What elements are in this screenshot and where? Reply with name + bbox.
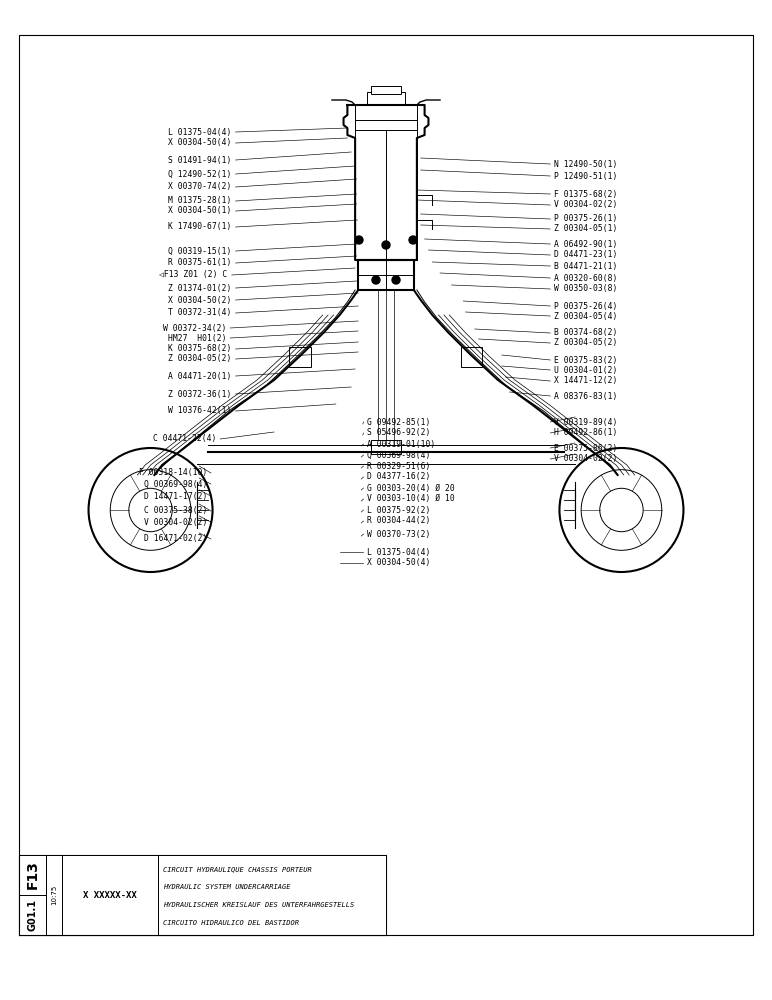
- Text: D 04471-23(1): D 04471-23(1): [554, 250, 618, 259]
- Text: HM27  H01(2): HM27 H01(2): [168, 334, 226, 342]
- Bar: [371, 86, 401, 94]
- Text: K 00375-68(2): K 00375-68(2): [168, 344, 232, 354]
- Text: X 14471-12(2): X 14471-12(2): [554, 376, 618, 385]
- Text: E 00375-86(2): E 00375-86(2): [554, 444, 618, 452]
- Text: A 08376-83(1): A 08376-83(1): [554, 391, 618, 400]
- Text: Z 00372-36(1): Z 00372-36(1): [168, 389, 232, 398]
- Text: Z 01374-01(2): Z 01374-01(2): [168, 284, 232, 292]
- Text: Z 00304-05(2): Z 00304-05(2): [168, 355, 232, 363]
- Bar: [19, 855, 386, 935]
- Text: D 14471-17(2): D 14471-17(2): [144, 491, 207, 500]
- Text: C 00375-38(2): C 00375-38(2): [144, 506, 207, 516]
- Text: L 00375-92(2): L 00375-92(2): [367, 506, 431, 514]
- Text: V 00319-89(4): V 00319-89(4): [554, 418, 618, 426]
- Circle shape: [382, 241, 390, 249]
- Text: B 04471-21(1): B 04471-21(1): [554, 261, 618, 270]
- Text: Q 12490-52(1): Q 12490-52(1): [168, 169, 232, 178]
- Bar: [290, 347, 311, 367]
- Text: X 00304-50(1): X 00304-50(1): [168, 207, 232, 216]
- Text: Q 00319-15(1): Q 00319-15(1): [168, 246, 232, 255]
- Bar: [19, 855, 46, 895]
- Text: Z 00304-05(4): Z 00304-05(4): [554, 312, 618, 320]
- Text: P 00375-26(1): P 00375-26(1): [554, 215, 618, 224]
- Text: G 09492-85(1): G 09492-85(1): [367, 418, 431, 426]
- Circle shape: [409, 236, 417, 244]
- Bar: [367, 92, 405, 104]
- Text: X 00304-50(4): X 00304-50(4): [168, 138, 232, 147]
- Text: G01.1: G01.1: [28, 899, 38, 931]
- Bar: [461, 347, 482, 367]
- Circle shape: [392, 276, 400, 284]
- Text: R 00304-44(2): R 00304-44(2): [367, 516, 431, 526]
- Text: X 00304-50(4): X 00304-50(4): [367, 558, 431, 568]
- Text: F 00318-14(10): F 00318-14(10): [139, 468, 207, 478]
- Text: K 17490-67(1): K 17490-67(1): [168, 223, 232, 232]
- Bar: [158, 855, 386, 935]
- Text: D 16471-02(2): D 16471-02(2): [144, 534, 207, 544]
- Text: W 10376-42(1): W 10376-42(1): [168, 406, 232, 416]
- Text: S 05496-92(2): S 05496-92(2): [367, 428, 431, 438]
- Text: ◁F13 Z01 (2) C: ◁F13 Z01 (2) C: [160, 270, 228, 279]
- Text: F 01375-68(2): F 01375-68(2): [554, 190, 618, 198]
- Text: B 00374-68(2): B 00374-68(2): [554, 328, 618, 338]
- Bar: [62, 855, 158, 935]
- Text: U 00304-01(2): U 00304-01(2): [554, 365, 618, 374]
- Text: 10:75: 10:75: [51, 885, 57, 905]
- Text: Q 00369-98(4): Q 00369-98(4): [144, 480, 207, 488]
- Text: P 00375-26(4): P 00375-26(4): [554, 302, 618, 310]
- Text: F13: F13: [25, 861, 40, 889]
- Text: W 00350-03(8): W 00350-03(8): [554, 284, 618, 294]
- Text: X 00370-74(2): X 00370-74(2): [168, 182, 232, 192]
- Text: A 04471-20(1): A 04471-20(1): [168, 371, 232, 380]
- Text: N 12490-50(1): N 12490-50(1): [554, 159, 618, 168]
- Text: CIRCUITO HIDRAULICO DEL BASTIDOR: CIRCUITO HIDRAULICO DEL BASTIDOR: [163, 920, 300, 926]
- Text: R 00375-61(1): R 00375-61(1): [168, 258, 232, 267]
- Text: V 00304-02(2): V 00304-02(2): [554, 454, 618, 464]
- Text: HYDRAULISCHER KREISLAUF DES UNTERFAHRGESTELLS: HYDRAULISCHER KREISLAUF DES UNTERFAHRGES…: [163, 902, 354, 908]
- Text: D 04377-16(2): D 04377-16(2): [367, 473, 431, 482]
- Text: X XXXXX-XX: X XXXXX-XX: [83, 890, 137, 900]
- Bar: [19, 895, 46, 935]
- Text: G 00303-20(4) Ø 20: G 00303-20(4) Ø 20: [367, 484, 455, 492]
- Text: X 00304-50(2): X 00304-50(2): [168, 296, 232, 304]
- Text: A 00320-60(8): A 00320-60(8): [554, 273, 618, 282]
- Text: A 06492-90(1): A 06492-90(1): [554, 239, 618, 248]
- Text: T 00372-31(4): T 00372-31(4): [168, 308, 232, 318]
- Text: R 00329-51(6): R 00329-51(6): [367, 462, 431, 471]
- Circle shape: [355, 236, 363, 244]
- Text: S 01491-94(1): S 01491-94(1): [168, 155, 232, 164]
- Text: Z 00304-05(2): Z 00304-05(2): [554, 338, 618, 348]
- Bar: [371, 440, 401, 454]
- Text: H 09492-86(1): H 09492-86(1): [554, 428, 618, 438]
- Text: L 01375-04(4): L 01375-04(4): [367, 548, 431, 556]
- Text: A 00319-01(10): A 00319-01(10): [367, 440, 435, 448]
- Text: C 04471-22(4): C 04471-22(4): [153, 434, 216, 444]
- Text: L 01375-04(4): L 01375-04(4): [168, 127, 232, 136]
- Text: W 00370-73(2): W 00370-73(2): [367, 530, 431, 538]
- Bar: [358, 260, 414, 290]
- Text: CIRCUIT HYDRAULIQUE CHASSIS PORTEUR: CIRCUIT HYDRAULIQUE CHASSIS PORTEUR: [163, 866, 312, 872]
- Text: HYDRAULIC SYSTEM UNDERCARRIAGE: HYDRAULIC SYSTEM UNDERCARRIAGE: [163, 884, 291, 890]
- Text: Z 00304-05(1): Z 00304-05(1): [554, 225, 618, 233]
- Bar: [46, 855, 62, 935]
- Circle shape: [372, 276, 380, 284]
- Text: W 00372-34(2): W 00372-34(2): [163, 324, 226, 332]
- Text: V 00303-10(4) Ø 10: V 00303-10(4) Ø 10: [367, 494, 455, 504]
- Text: V 00304-02(2): V 00304-02(2): [144, 518, 207, 526]
- Text: P 12490-51(1): P 12490-51(1): [554, 172, 618, 180]
- Text: Q 00369-98(4): Q 00369-98(4): [367, 450, 431, 460]
- Text: V 00304-02(2): V 00304-02(2): [554, 200, 618, 210]
- Text: M 01375-28(1): M 01375-28(1): [168, 196, 232, 206]
- Text: E 00375-83(2): E 00375-83(2): [554, 356, 618, 364]
